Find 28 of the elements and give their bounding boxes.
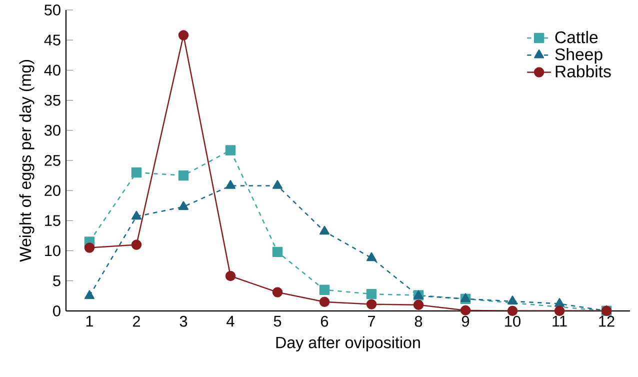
y-tick-label: 25 xyxy=(44,155,60,166)
y-tick-label: 40 xyxy=(44,64,60,76)
y-tick-label: 30 xyxy=(44,124,60,136)
y-tick-label: 45 xyxy=(44,34,60,46)
x-tick-label: 9 xyxy=(462,316,470,327)
x-tick-label: 7 xyxy=(368,316,376,327)
x-tick-label: 8 xyxy=(414,316,422,327)
x-tick-label: 2 xyxy=(132,316,140,327)
y-tick-label: 35 xyxy=(44,94,60,106)
y-axis-title: Weight of eggs per day (mg) xyxy=(19,60,34,262)
x-tick-label: 1 xyxy=(86,316,94,327)
x-tick-label: 11 xyxy=(552,316,567,327)
x-tick-label: 12 xyxy=(599,316,614,327)
legend-label: Sheep xyxy=(555,48,602,64)
x-tick-label: 6 xyxy=(321,316,328,327)
x-tick-label: 5 xyxy=(274,316,282,327)
y-tick-label: 5 xyxy=(53,276,60,286)
y-tick-label: 0 xyxy=(53,306,60,316)
x-tick-label: 10 xyxy=(505,316,520,327)
legend-label: Rabbits xyxy=(556,65,611,78)
x-tick-label: 3 xyxy=(180,316,188,327)
y-tick-label: 50 xyxy=(44,4,60,16)
x-axis-title: Day after oviposition xyxy=(276,336,420,352)
y-tick-label: 20 xyxy=(44,185,60,196)
legend-label: Cattle xyxy=(555,30,598,44)
y-tick-label: 10 xyxy=(45,245,60,256)
x-tick-label: 4 xyxy=(226,316,234,327)
y-tick-label: 15 xyxy=(45,215,60,226)
